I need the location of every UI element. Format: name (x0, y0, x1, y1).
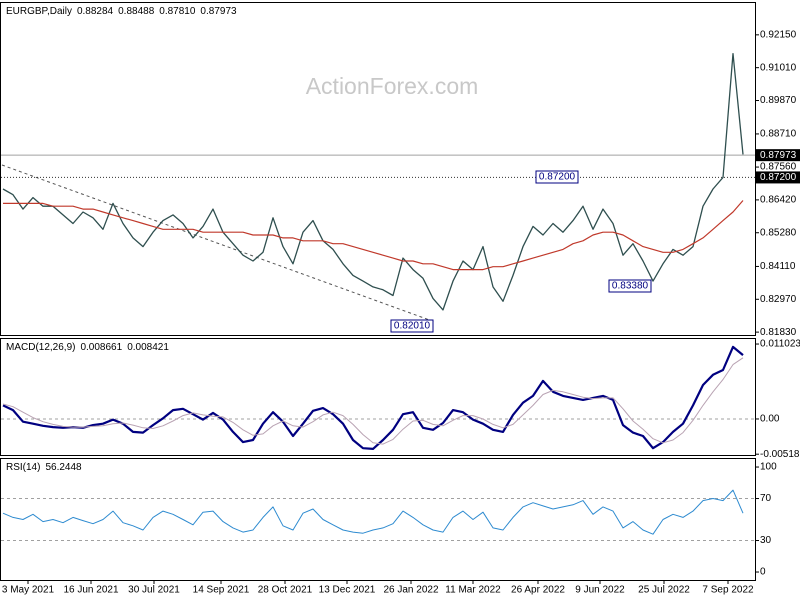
header-value: 0.008661 (80, 342, 122, 353)
y-tick-label: 0.00 (760, 414, 780, 425)
y-tick-label: 0.88710 (760, 129, 797, 140)
title-text: RSI(14) (6, 462, 40, 473)
x-tick-label: 26 Jan 2022 (383, 585, 438, 596)
price-tag-label: 0.87973 (760, 150, 797, 161)
annotation-label: 0.87200 (539, 172, 576, 183)
x-tick-label: 25 Jul 2022 (638, 585, 690, 596)
y-tick-label: 0.82970 (760, 294, 797, 305)
x-tick-label: 30 Jul 2021 (128, 585, 180, 596)
y-tick-label: 0.81830 (760, 327, 797, 338)
price-tag (756, 171, 800, 184)
header-value: 0.87810 (159, 6, 196, 17)
panel-title: RSI(14) 56.2448 (6, 462, 82, 473)
x-tick-label: 7 Sep 2022 (702, 585, 754, 596)
y-tick-label: 0.85280 (760, 227, 797, 238)
y-tick-label: 0.84110 (760, 261, 796, 272)
annotation-label: 0.83380 (612, 281, 649, 292)
y-tick-label: 0 (760, 567, 766, 578)
y-tick-label: 100 (760, 462, 777, 473)
title-text: EURGBP,Daily (6, 6, 72, 17)
y-tick-label: 0.011023 (760, 339, 800, 350)
header-value: 0.88284 (77, 6, 114, 17)
title-text: MACD(12,26,9) (6, 342, 75, 353)
annotation-box (535, 170, 579, 184)
header-value: 0.87973 (200, 6, 237, 17)
header-value: 0.008421 (127, 342, 169, 353)
y-tick-label: 0.91010 (760, 62, 797, 73)
x-tick-label: 11 Mar 2022 (445, 585, 501, 596)
annotation-box (608, 279, 652, 293)
panel-frame (0, 338, 756, 456)
y-tick-label: -0.005182 (760, 449, 800, 460)
panel-frame (0, 2, 756, 336)
annotation-label: 0.82010 (394, 321, 431, 332)
x-tick-label: 26 Apr 2022 (511, 585, 565, 596)
price-tag-label: 0.87200 (760, 172, 797, 183)
y-tick-label: 0.89870 (760, 95, 797, 106)
y-tick-label: 70 (760, 493, 772, 504)
trend-line (1, 164, 436, 323)
header-value: 56.2448 (45, 462, 82, 473)
panel-frame (0, 458, 756, 581)
watermark: ActionForex.com (306, 73, 479, 99)
series-line (2, 345, 744, 450)
series-line (2, 357, 744, 445)
y-tick-label: 0.86420 (760, 195, 797, 206)
x-tick-label: 14 Sep 2021 (193, 585, 250, 596)
price-tag (756, 149, 800, 162)
series-line (2, 52, 744, 311)
panel-title: EURGBP,Daily 0.88284 0.88488 0.87810 0.87973 (6, 6, 237, 17)
panel-title: MACD(12,26,9) 0.008661 0.008421 (6, 342, 169, 353)
x-tick-label: 9 Jun 2022 (575, 585, 625, 596)
y-tick-label: 30 (760, 535, 772, 546)
header-value: 0.88488 (118, 6, 155, 17)
annotation-box (390, 319, 434, 333)
series-line (2, 489, 744, 535)
x-tick-label: 13 Dec 2021 (319, 585, 376, 596)
y-tick-label: 0.87560 (760, 162, 797, 173)
y-tick-label: 0.92150 (760, 29, 797, 40)
series-line (3, 200, 744, 271)
x-tick-label: 28 Oct 2021 (258, 585, 313, 596)
x-tick-label: 16 Jun 2021 (63, 585, 118, 596)
x-tick-label: 3 May 2021 (2, 585, 55, 596)
